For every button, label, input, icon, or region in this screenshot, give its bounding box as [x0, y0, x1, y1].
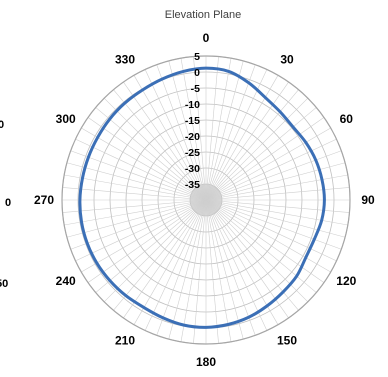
grid-spoke	[95, 199, 207, 293]
grid-spoke	[205, 60, 244, 201]
grid-spoke	[205, 199, 337, 262]
grid-spoke	[75, 138, 207, 201]
angular-tick-label: 240	[56, 274, 76, 288]
grid-spoke	[64, 199, 207, 226]
grid-spoke	[103, 97, 207, 201]
angular-tick-label: 210	[115, 333, 135, 347]
grid-spoke	[193, 56, 207, 201]
grid-spoke	[113, 89, 207, 201]
grid-spoke	[70, 150, 207, 201]
angular-tick-label: 150	[277, 333, 297, 347]
grid-spoke	[205, 199, 268, 331]
series-layer	[78, 66, 326, 329]
grid-spoke	[205, 199, 317, 293]
grid-spoke	[156, 199, 207, 336]
cut-off-left-label-top: 0	[0, 119, 4, 131]
grid-spoke	[205, 97, 309, 201]
grid-spoke	[205, 150, 342, 201]
grid-spoke	[205, 199, 342, 250]
angular-tick-label: 270	[34, 193, 54, 207]
radial-tick-label: -10	[185, 99, 200, 111]
cut-off-left-label-middle: 0	[5, 197, 11, 209]
chart-title: Elevation Plane	[165, 9, 241, 21]
radial-tick-label: 5	[194, 51, 200, 63]
grid-spoke	[205, 56, 219, 201]
angular-tick-labels: 0 30 60 90 120 150 180 210 240 270 300 330	[34, 31, 375, 369]
radial-tick-label: -20	[185, 131, 200, 143]
angular-tick-label: 0	[203, 31, 210, 45]
grid-spoke	[95, 107, 207, 201]
radial-tick-label: -25	[185, 147, 200, 159]
radial-tick-label: -15	[185, 115, 200, 127]
radial-tick-label: -30	[185, 163, 200, 175]
grid-spoke	[70, 199, 207, 250]
angular-tick-label: 30	[280, 53, 294, 67]
grid-spoke	[205, 199, 279, 325]
grid-spoke	[205, 64, 256, 201]
grid-spoke	[144, 69, 207, 201]
grid-spoke	[205, 199, 219, 344]
grid-spoke	[113, 199, 207, 311]
grid-spoke	[205, 199, 346, 238]
grid-spoke	[87, 199, 207, 283]
polar-grid	[61, 55, 351, 345]
grid-spoke	[205, 199, 331, 273]
grid-spoke	[205, 127, 331, 201]
grid-spoke	[205, 138, 337, 201]
angular-tick-label: 90	[361, 193, 375, 207]
grid-spoke	[62, 199, 207, 213]
grid-spoke	[205, 199, 348, 226]
grid-spoke	[66, 162, 207, 201]
grid-spoke	[205, 89, 299, 201]
grid-spoke	[81, 199, 207, 273]
grid-spoke	[123, 81, 207, 201]
angular-tick-label: 300	[56, 112, 76, 126]
series-line-0	[78, 66, 326, 329]
grid-spoke	[168, 60, 207, 201]
radial-tick-label: -35	[185, 179, 200, 191]
grid-spoke	[205, 199, 325, 283]
grid-spoke	[133, 75, 207, 201]
grid-spoke	[81, 127, 207, 201]
grid-spoke	[75, 199, 207, 262]
grid-spoke	[205, 187, 350, 201]
grid-spoke	[180, 199, 207, 342]
grid-spoke	[205, 199, 244, 340]
angular-tick-label: 330	[115, 53, 135, 67]
radial-tick-label: 0	[194, 67, 200, 79]
angular-tick-label: 120	[336, 274, 356, 288]
grid-spoke	[205, 199, 256, 336]
grid-spoke	[156, 64, 207, 201]
grid-spoke	[144, 199, 207, 331]
grid-spoke	[133, 199, 207, 325]
grid-spoke	[103, 199, 207, 303]
grid-spoke	[205, 58, 232, 201]
grid-spoke	[180, 58, 207, 201]
grid-spoke	[123, 199, 207, 319]
radial-tick-label: -5	[191, 83, 200, 95]
grid-spoke	[205, 117, 325, 201]
angular-tick-label: 180	[196, 355, 216, 369]
cut-off-left-label-bottom: 50	[0, 278, 8, 290]
grid-spoke	[205, 81, 289, 201]
grid-spoke	[193, 199, 207, 344]
grid-spoke	[205, 162, 346, 201]
grid-spoke	[205, 75, 279, 201]
outer-ring	[61, 55, 351, 345]
grid-spoke	[62, 187, 207, 201]
grid-spoke	[66, 199, 207, 238]
grid-spoke	[168, 199, 207, 340]
grid-spoke	[64, 174, 207, 201]
angular-tick-label: 60	[340, 112, 354, 126]
radial-tick-labels: 5 0 -5 -10 -15 -20 -25 -30 -35	[185, 51, 200, 191]
grid-spoke	[205, 199, 232, 342]
grid-spoke	[87, 117, 207, 201]
grid-spoke	[205, 107, 317, 201]
grid-spoke	[205, 174, 348, 201]
grid-spoke	[205, 199, 350, 213]
